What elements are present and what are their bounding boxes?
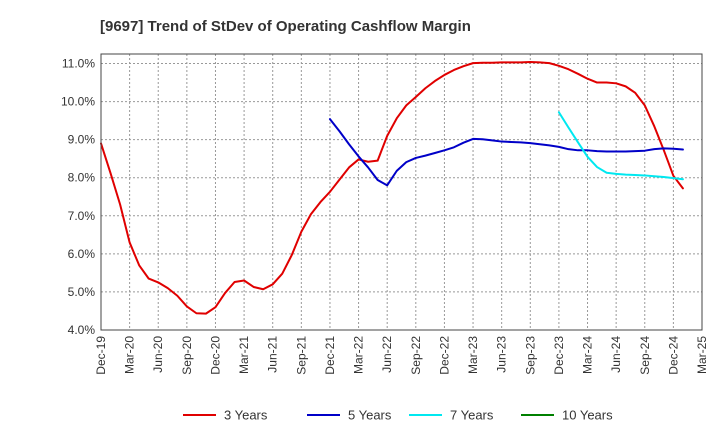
plot-border [100, 53, 703, 331]
x-tick-label: Dec-24 [666, 336, 680, 375]
x-tick-label: Jun-24 [609, 336, 623, 373]
legend: 3 Years 5 Years 7 Years 10 Years [183, 408, 613, 423]
x-tick-label: Sep-24 [638, 336, 652, 375]
x-tick-label: Sep-21 [294, 336, 308, 375]
y-tick-label: 7.0% [68, 209, 96, 223]
x-tick-label: Dec-20 [208, 336, 222, 375]
y-tick-label: 11.0% [62, 57, 95, 71]
grid [100, 54, 703, 331]
legend-label-7-years: 7 Years [450, 408, 494, 423]
y-tick-label: 6.0% [68, 247, 96, 261]
x-tick-label: Dec-21 [323, 336, 337, 375]
x-tick-label: Jun-20 [151, 336, 165, 373]
y-tick-label: 9.0% [68, 133, 96, 147]
series-lines [100, 60, 684, 315]
x-tick-label: Dec-22 [437, 336, 451, 375]
y-tick-label: 8.0% [68, 171, 96, 185]
x-tick-label: Jun-23 [495, 336, 509, 373]
legend-label-10-years: 10 Years [562, 408, 613, 423]
x-tick-label: Mar-22 [352, 336, 366, 374]
x-tick-label: Sep-20 [180, 336, 194, 375]
x-tick-label: Mar-23 [466, 336, 480, 374]
legend-label-3-years: 3 Years [224, 408, 268, 423]
x-axis-ticks: Dec-19 Mar-20 Jun-20 Sep-20 Dec-20 Mar-21 Jun-… [94, 336, 709, 375]
x-tick-label: Sep-22 [409, 336, 423, 375]
chart-title: [9697] Trend of StDev of Operating Cashf… [100, 18, 471, 35]
series-line-3-years [100, 60, 684, 315]
y-tick-label: 5.0% [68, 285, 96, 299]
x-tick-label: Mar-25 [695, 336, 709, 374]
y-axis-ticks: 4.0% 5.0% 6.0% 7.0% 8.0% 9.0% 10.0% 11.0% [61, 57, 95, 337]
x-tick-label: Sep-23 [523, 336, 537, 375]
y-tick-label: 10.0% [61, 95, 95, 109]
x-tick-label: Mar-24 [581, 336, 595, 374]
legend-label-5-years: 5 Years [348, 408, 392, 423]
x-tick-label: Jun-22 [380, 336, 394, 373]
x-tick-label: Jun-21 [266, 336, 280, 373]
x-tick-label: Mar-21 [237, 336, 251, 374]
x-tick-label: Dec-23 [552, 336, 566, 375]
x-tick-label: Dec-19 [94, 336, 108, 375]
series-line-7-years [557, 111, 684, 181]
y-tick-label: 4.0% [68, 323, 96, 337]
series-line-5-years [328, 118, 684, 187]
plot-area [101, 54, 702, 330]
x-tick-label: Mar-20 [123, 336, 137, 374]
